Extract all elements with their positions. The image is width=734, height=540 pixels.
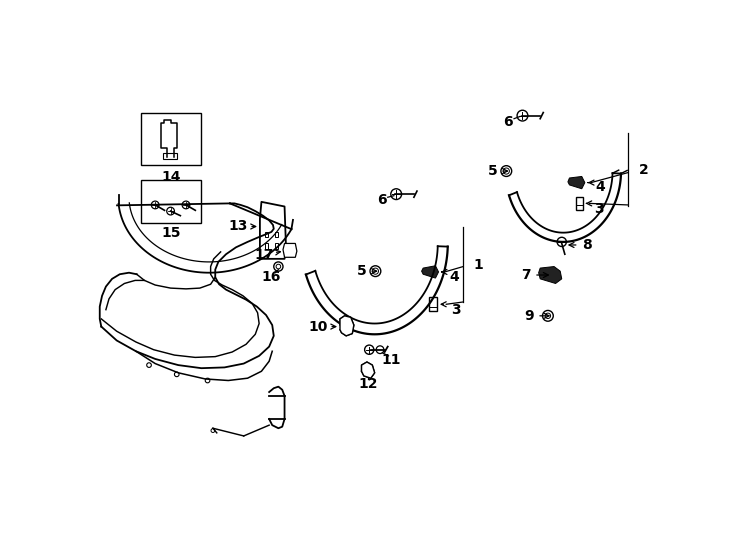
Text: 5: 5 <box>487 164 498 178</box>
Text: 6: 6 <box>503 115 512 129</box>
Bar <box>142 112 201 165</box>
Text: 14: 14 <box>161 170 181 184</box>
Bar <box>275 232 278 237</box>
Bar <box>264 232 269 237</box>
Bar <box>287 244 290 248</box>
Polygon shape <box>421 266 438 278</box>
Text: 10: 10 <box>309 320 328 334</box>
Polygon shape <box>539 267 562 284</box>
Text: 5: 5 <box>357 264 366 278</box>
Text: 11: 11 <box>381 353 401 367</box>
Text: 8: 8 <box>582 238 592 252</box>
Polygon shape <box>362 362 374 378</box>
Text: 2: 2 <box>639 163 648 177</box>
Text: 12: 12 <box>358 376 377 390</box>
Polygon shape <box>568 177 585 189</box>
Bar <box>291 251 294 254</box>
Text: 9: 9 <box>525 309 534 323</box>
Text: 15: 15 <box>161 226 181 240</box>
Text: 17: 17 <box>255 248 275 262</box>
Bar <box>142 180 201 222</box>
Text: 7: 7 <box>522 268 531 282</box>
Bar <box>275 244 278 249</box>
Bar <box>287 251 290 254</box>
Bar <box>291 244 294 248</box>
Text: 16: 16 <box>261 271 280 285</box>
Bar <box>429 298 437 311</box>
Text: 1: 1 <box>473 258 484 272</box>
Polygon shape <box>340 316 354 336</box>
Text: 3: 3 <box>594 202 603 216</box>
Bar <box>264 244 269 249</box>
Bar <box>163 153 177 159</box>
Bar <box>575 197 583 210</box>
Polygon shape <box>283 244 297 257</box>
Text: 13: 13 <box>229 219 248 233</box>
Text: 6: 6 <box>377 193 386 206</box>
Text: 4: 4 <box>449 271 459 285</box>
Text: 3: 3 <box>451 302 460 316</box>
Text: 4: 4 <box>595 180 605 194</box>
